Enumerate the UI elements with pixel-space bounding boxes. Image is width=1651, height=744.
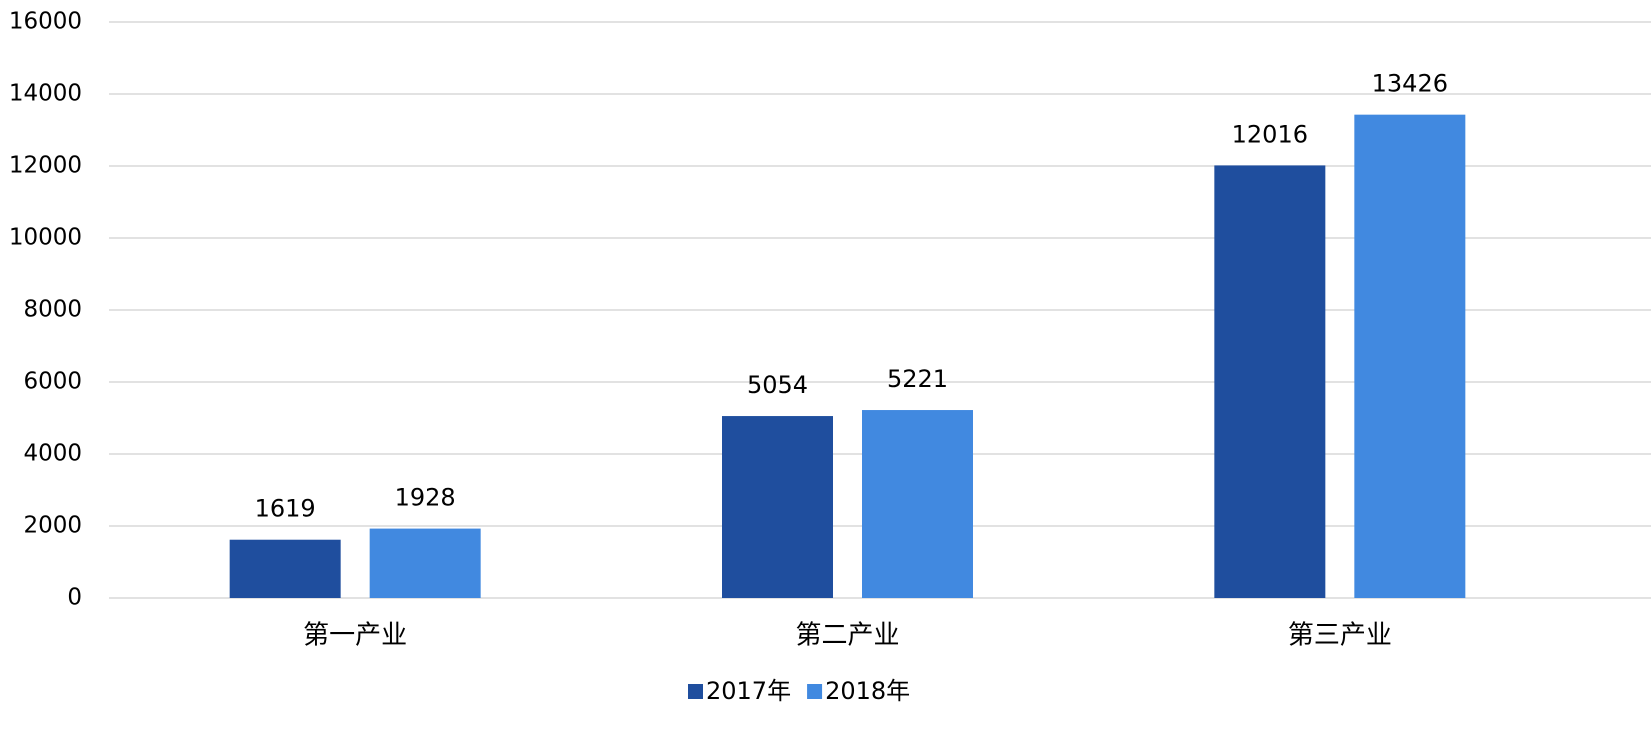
- legend-label: 2018年: [825, 677, 910, 705]
- value-label: 5054: [747, 371, 808, 399]
- y-tick-label: 8000: [23, 297, 82, 323]
- y-tick-label: 14000: [9, 81, 82, 107]
- bar: [862, 410, 973, 598]
- bar: [229, 539, 341, 598]
- y-tick-label: 0: [67, 585, 82, 611]
- bar: [1354, 114, 1466, 598]
- x-tick-label: 第二产业: [795, 621, 899, 651]
- y-tick-label: 10000: [9, 225, 82, 251]
- legend-swatch: [688, 684, 703, 699]
- value-label: 1928: [395, 484, 456, 512]
- bar: [369, 528, 481, 598]
- y-tick-label: 6000: [23, 369, 82, 395]
- y-tick-label: 16000: [9, 9, 82, 35]
- legend-swatch: [807, 684, 823, 699]
- y-tick-label: 4000: [23, 441, 82, 467]
- x-tick-label: 第三产业: [1288, 621, 1392, 651]
- bar: [722, 416, 833, 598]
- value-label: 13426: [1372, 70, 1448, 98]
- y-tick-label: 12000: [9, 153, 82, 179]
- y-tick-label: 2000: [23, 513, 82, 539]
- x-tick-label: 第一产业: [303, 621, 407, 651]
- value-label: 12016: [1232, 120, 1308, 148]
- value-label: 1619: [255, 495, 316, 523]
- bar: [1214, 165, 1326, 598]
- value-label: 5221: [887, 365, 948, 393]
- legend-label: 2017年: [706, 677, 791, 705]
